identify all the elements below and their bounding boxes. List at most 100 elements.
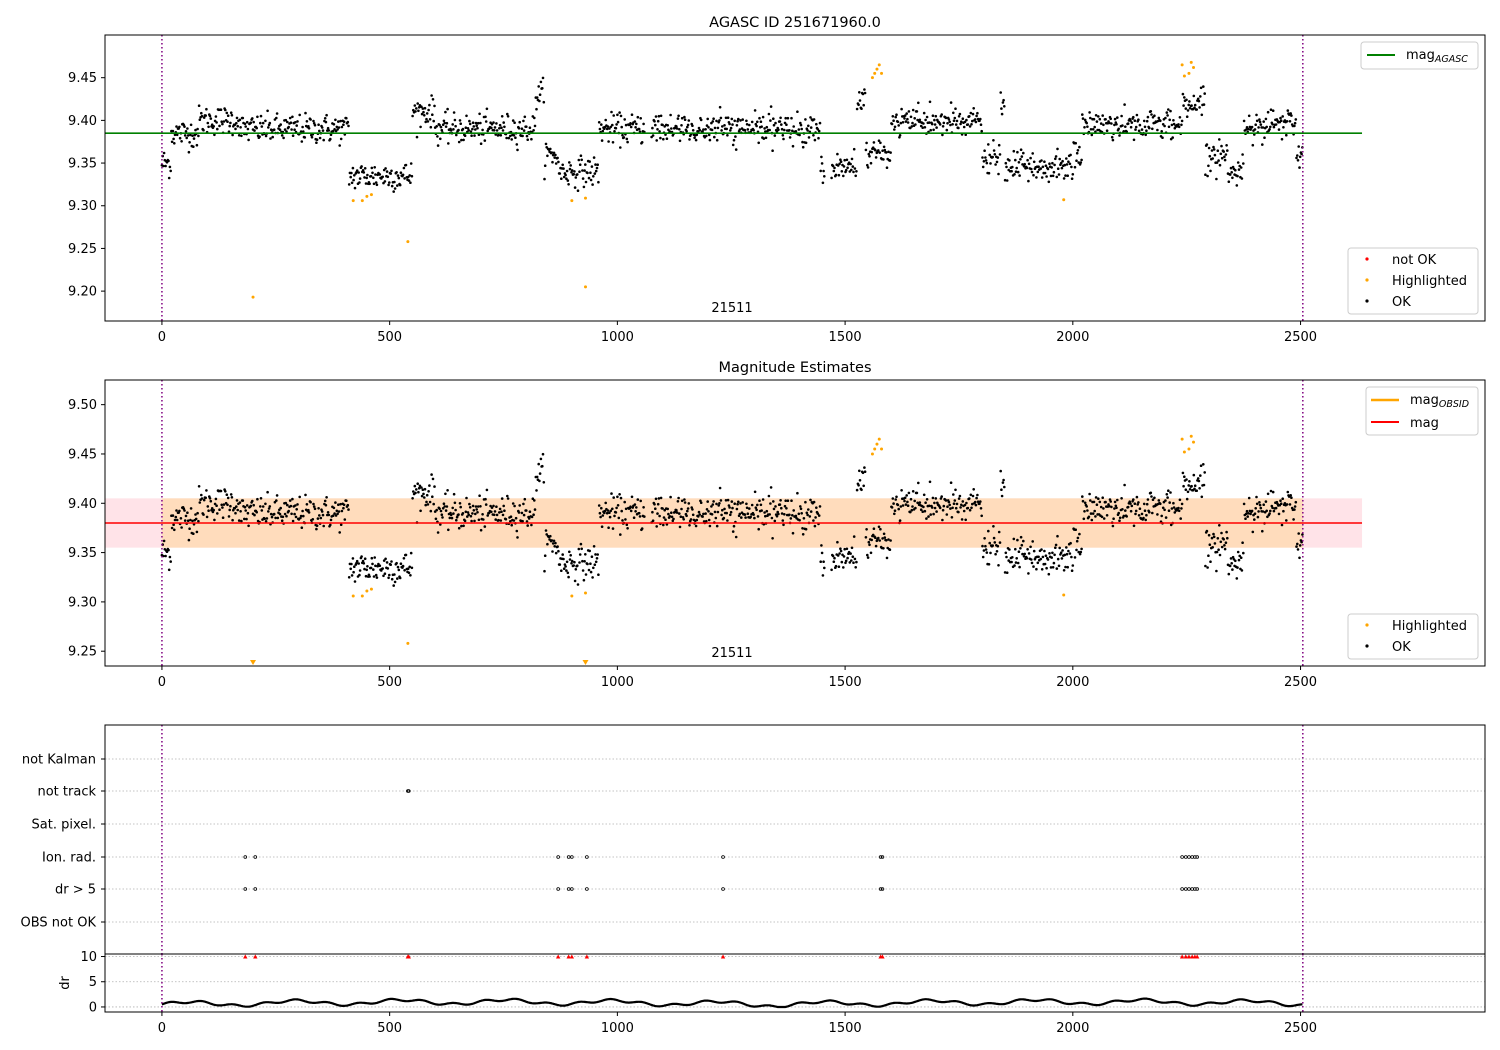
ok-point	[479, 528, 483, 532]
ok-point	[551, 542, 555, 545]
ok-point	[288, 116, 292, 120]
ok-point	[1005, 179, 1009, 182]
ok-point	[895, 113, 898, 116]
ok-point	[490, 510, 493, 514]
ok-point	[1080, 547, 1083, 551]
ok-point	[1046, 167, 1050, 171]
ok-point	[836, 152, 839, 156]
ok-point	[735, 507, 739, 511]
ok-point	[1258, 120, 1262, 124]
agasc-panel-frame	[104, 34, 1486, 322]
ok-point	[339, 523, 343, 526]
ok-point	[1074, 528, 1077, 531]
highlighted-point	[1180, 63, 1184, 67]
ok-point	[286, 120, 289, 124]
ok-point	[756, 503, 759, 507]
ok-point	[1078, 145, 1081, 149]
ok-point	[1177, 509, 1181, 513]
ok-point	[1022, 165, 1026, 168]
ok-point	[893, 125, 897, 129]
ok-point	[1098, 117, 1102, 121]
ok-point	[520, 511, 524, 515]
x-tick-label: 1500	[829, 675, 862, 690]
ok-point	[1253, 518, 1256, 521]
ok-point	[173, 528, 176, 532]
ok-point	[1008, 159, 1011, 162]
highlighted-point	[873, 447, 877, 451]
ok-point	[745, 506, 749, 510]
ok-point	[374, 181, 378, 184]
ok-point	[914, 123, 917, 126]
offscale-marker	[250, 660, 257, 665]
ok-point	[1296, 159, 1300, 162]
ok-point	[390, 169, 393, 173]
ok-point	[538, 472, 542, 475]
ok-point	[837, 173, 841, 177]
ok-point	[1140, 512, 1144, 516]
ok-point	[525, 134, 529, 138]
ok-point	[573, 170, 576, 173]
ok-point	[1231, 555, 1235, 559]
ok-point	[467, 513, 471, 516]
ok-point	[436, 531, 440, 534]
ok-point	[1097, 115, 1100, 118]
ok-point	[687, 502, 691, 505]
ok-point	[625, 137, 629, 141]
ok-point	[337, 510, 341, 513]
ok-point	[170, 140, 174, 144]
ok-point	[715, 138, 719, 142]
ok-point	[1277, 128, 1281, 131]
ok-point	[720, 513, 723, 517]
ok-point	[993, 541, 997, 544]
ok-point	[805, 511, 809, 515]
ok-point	[970, 123, 973, 126]
ok-point	[1011, 165, 1014, 169]
ok-point	[500, 115, 504, 118]
ok-point	[960, 120, 963, 123]
ok-point	[1197, 479, 1201, 483]
ok-point	[243, 122, 247, 126]
ok-point	[1043, 160, 1046, 163]
ok-point	[170, 526, 174, 530]
ok-point	[1048, 552, 1051, 555]
ok-point	[506, 112, 509, 116]
ok-point	[368, 182, 371, 186]
ok-point	[580, 158, 583, 162]
ok-point	[462, 138, 465, 142]
ok-point	[465, 496, 468, 500]
ok-point	[1296, 154, 1299, 157]
y-tick-label: 9.40	[68, 497, 97, 512]
ok-point	[1247, 114, 1251, 118]
ok-point	[965, 118, 968, 122]
ok-point	[1298, 544, 1302, 547]
ok-point	[478, 494, 481, 498]
ok-point	[162, 554, 165, 558]
ok-point	[853, 167, 857, 170]
ok-point	[567, 183, 570, 186]
ok-point	[219, 108, 223, 111]
ok-point	[225, 493, 229, 497]
ok-point	[597, 504, 601, 507]
ok-point	[919, 508, 923, 512]
ok-point	[300, 526, 304, 529]
ok-point	[1054, 157, 1057, 161]
ok-point	[715, 524, 719, 528]
ok-point	[294, 515, 298, 519]
ok-point	[393, 580, 397, 584]
ok-point	[1207, 164, 1210, 168]
ok-point	[428, 500, 432, 504]
dr-clipped-marker	[1183, 954, 1188, 959]
ok-point	[806, 129, 809, 132]
ok-point	[562, 567, 566, 570]
ok-point	[581, 569, 585, 572]
ok-point	[439, 137, 442, 141]
ok-point	[996, 544, 1000, 548]
ok-point	[968, 125, 972, 128]
ok-point	[922, 493, 926, 497]
ok-point	[820, 155, 823, 159]
ok-point	[1202, 85, 1205, 88]
ok-point	[338, 144, 342, 147]
ok-point	[192, 532, 195, 535]
ok-point	[590, 555, 594, 558]
ok-point	[232, 508, 235, 512]
